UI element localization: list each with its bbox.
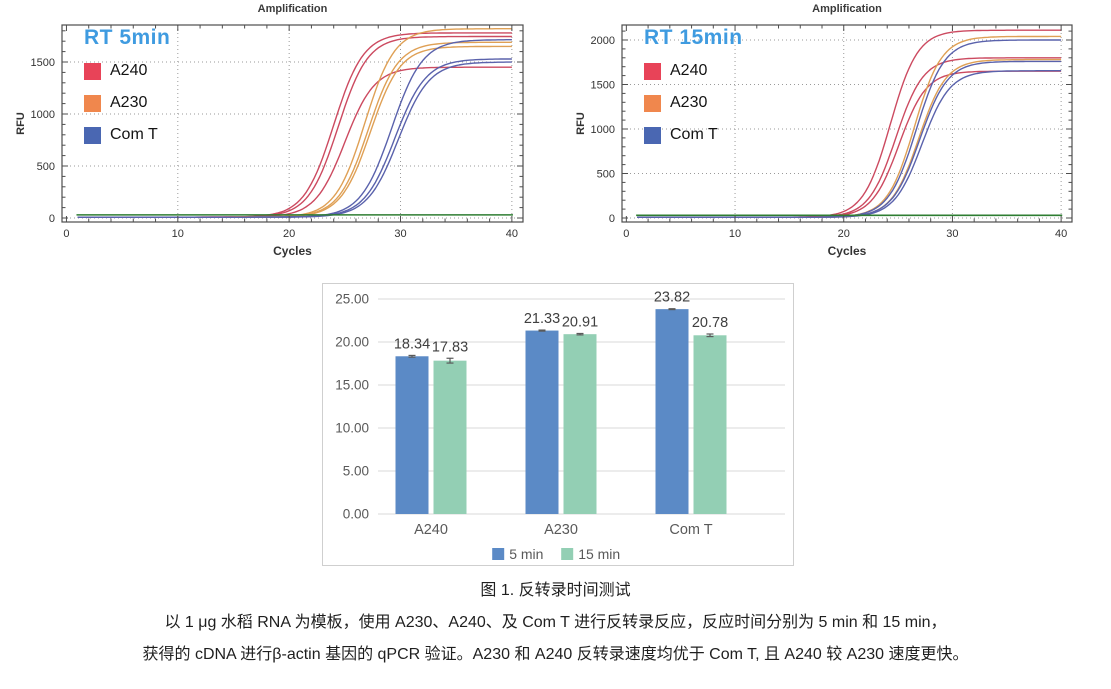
legend-swatch-icon: [644, 62, 661, 80]
bar-value-label: 17.83: [432, 339, 468, 355]
bar-15min-a240: [433, 360, 467, 514]
amplification-plot: 0 10 20 30 40 0 500 1000 1500 2000 Amplification Cy…: [575, 3, 1073, 258]
bar-value-label: 23.82: [654, 290, 690, 306]
figure-caption: 图 1. 反转录时间测试 以 1 μg 水稻 RNA 为模板，使用 A230、A…: [0, 581, 1111, 677]
x-category-label: A240: [414, 522, 448, 538]
x-tick-label: 10: [172, 228, 184, 240]
legend-swatch-icon: [492, 548, 505, 560]
legend: A240 A230 Com T: [644, 60, 718, 156]
bar-5min-com-t: [655, 309, 689, 514]
x-tick-label: 20: [283, 228, 295, 240]
x-axis-label: Cycles: [828, 244, 867, 258]
y-tick-label: 500: [37, 161, 55, 173]
x-category-label: A230: [544, 522, 578, 538]
legend-swatch-icon: [84, 126, 101, 144]
chart-title: Amplification: [258, 3, 328, 15]
bar-15min-com-t: [693, 335, 727, 514]
y-tick-label: 1000: [591, 124, 615, 136]
bar-value-label: 20.91: [562, 314, 598, 330]
legend-label: Com T: [670, 126, 718, 143]
legend-label: A230: [110, 94, 148, 111]
legend-item: A240: [644, 60, 718, 82]
legend: A240 A230 Com T: [84, 60, 158, 156]
x-tick-label: 0: [63, 228, 69, 240]
bar-plot: 0.00 5.00 10.00 15.00 20.00 25.00 18.34 21.33 23…: [335, 290, 785, 562]
x-tick-label: 40: [506, 228, 518, 240]
y-tick-label: 1500: [591, 80, 615, 92]
legend-item: Com T: [644, 124, 718, 146]
y-tick-label: 0: [609, 213, 615, 225]
amplification-plot: 0 10 20 30 40 0 500 1000 1500 Amplification Cycles…: [15, 3, 524, 258]
caption-line-2: 以 1 μg 水稻 RNA 为模板，使用 A230、A240、及 Com T 进…: [164, 614, 947, 631]
legend-swatch-icon: [84, 94, 101, 112]
y-axis-label: RFU: [575, 112, 587, 135]
legend-swatch-icon: [561, 548, 574, 560]
x-axis-label: Cycles: [273, 244, 312, 258]
bar-value-label: 20.78: [692, 315, 728, 331]
y-tick-label: 1000: [31, 109, 55, 121]
bar-value-label: 21.33: [524, 311, 560, 327]
bar-15min-a230: [563, 334, 597, 514]
x-tick-label: 10: [729, 228, 741, 240]
legend-label: 15 min: [578, 546, 620, 562]
x-tick-label: 0: [623, 228, 629, 240]
y-tick-label: 5.00: [343, 464, 369, 479]
y-tick-label: 2000: [591, 35, 615, 47]
y-tick-label: 1500: [31, 57, 55, 69]
chart-title: Amplification: [812, 3, 882, 15]
amplification-chart-rt5: 0 10 20 30 40 0 500 1000 1500 Amplification Cycles…: [0, 0, 545, 262]
legend-swatch-icon: [644, 126, 661, 144]
bar-5min-a240: [395, 356, 429, 514]
y-tick-label: 25.00: [335, 292, 369, 307]
bar-value-label: 18.34: [394, 336, 430, 352]
legend-label: A230: [670, 94, 708, 111]
legend-label: A240: [670, 62, 708, 79]
amplification-chart-rt15: 0 10 20 30 40 0 500 1000 1500 2000 Amplification Cy…: [560, 0, 1111, 262]
amp-curve-com-t: [77, 61, 512, 218]
caption-line-3: 获得的 cDNA 进行β-actin 基因的 qPCR 验证。A230 和 A2…: [142, 646, 969, 663]
amp-curve-com-t: [637, 70, 1062, 218]
y-tick-label: 10.00: [335, 421, 369, 436]
legend-label: 5 min: [509, 546, 543, 562]
legend-item: A240: [84, 60, 158, 82]
x-tick-label: 30: [394, 228, 406, 240]
y-tick-label: 0: [49, 213, 55, 225]
y-tick-label: 20.00: [335, 335, 369, 350]
ct-bar-chart: 0.00 5.00 10.00 15.00 20.00 25.00 18.34 21.33 23…: [322, 283, 794, 566]
bar-5min-a230: [525, 330, 559, 514]
legend-swatch-icon: [644, 94, 661, 112]
y-tick-label: 500: [597, 169, 615, 181]
y-axis-label: RFU: [15, 112, 27, 135]
legend-label: A240: [110, 62, 148, 79]
legend-item: A230: [644, 92, 718, 114]
legend-label: Com T: [110, 126, 158, 143]
caption-title: 图 1. 反转录时间测试: [480, 582, 631, 599]
x-tick-label: 20: [838, 228, 850, 240]
legend-item: A230: [84, 92, 158, 114]
rt-time-label: RT 5min: [84, 26, 171, 49]
x-tick-label: 30: [946, 228, 958, 240]
y-tick-label: 15.00: [335, 378, 369, 393]
x-category-label: Com T: [669, 522, 712, 538]
legend-swatch-icon: [84, 62, 101, 80]
legend-item: Com T: [84, 124, 158, 146]
y-tick-label: 0.00: [343, 507, 369, 522]
x-tick-label: 40: [1055, 228, 1067, 240]
rt-time-label: RT 15min: [644, 26, 743, 49]
